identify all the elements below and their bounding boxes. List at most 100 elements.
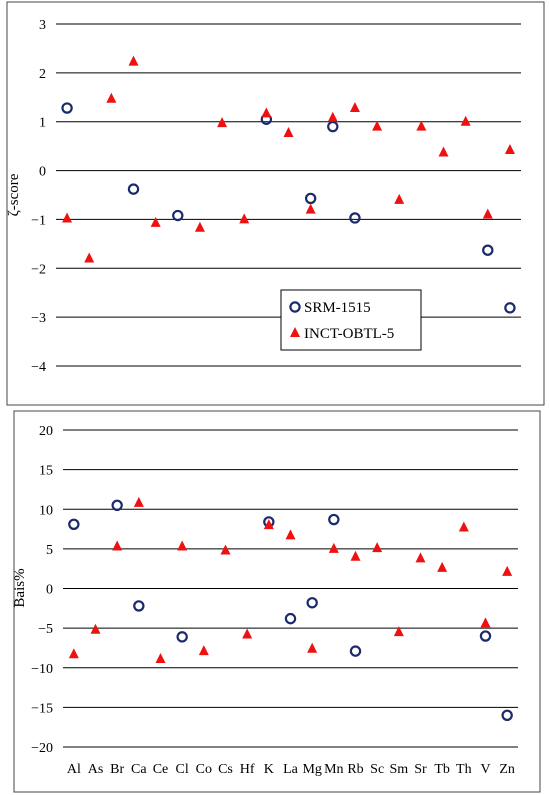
inct-obtl-5-point (112, 540, 123, 551)
x-tick-label: As (88, 762, 104, 777)
chart-panel-2: 20 15 10 5 0 −5 −10 −15 −20 Bais% Al As Br Ca Ce Cl Co Cs… (12, 410, 541, 793)
inct-obtl-5-point (242, 628, 253, 639)
y-tick-label: −15 (31, 701, 53, 716)
x-tick-label: Sr (414, 762, 427, 777)
chart-frame (13, 410, 541, 793)
srm-1515-point (328, 513, 340, 526)
inct-obtl-5-point (263, 519, 274, 530)
srm-1515-point (176, 631, 188, 643)
inct-obtl-5-point (177, 540, 188, 551)
chart-frame (6, 1, 545, 406)
x-tick-label: Cs (218, 762, 233, 777)
legend-label: INCT-OBTL-5 (304, 326, 394, 342)
inct-obtl-5-point (327, 111, 338, 122)
inct-obtl-5-point (305, 203, 316, 214)
x-tick-label: Sm (389, 762, 408, 777)
srm-1515-point (304, 192, 317, 205)
srm-1515-point (479, 630, 492, 642)
inct-obtl-5-point (482, 208, 493, 219)
inct-obtl-5-point (328, 542, 339, 553)
y-tick-label: 2 (39, 67, 46, 82)
y-tick-label: −4 (31, 360, 46, 375)
srm-1515-point (349, 212, 361, 224)
inct-obtl-5-point (350, 550, 361, 561)
inct-obtl-5-point (198, 645, 209, 656)
srm-1515-point (127, 183, 140, 195)
inct-obtl-5-point (285, 529, 296, 540)
y-tick-label: −1 (31, 213, 46, 228)
inct-obtl-5-point (220, 544, 231, 555)
inct-obtl-5-point (133, 496, 144, 507)
x-tick-label: Sc (370, 762, 384, 777)
x-tick-label: Zn (499, 762, 515, 777)
inct-obtl-5-point (460, 115, 471, 126)
y-axis-title: ζ-score (6, 173, 22, 216)
x-tick-label: Tb (434, 762, 450, 777)
y-tick-label: 10 (39, 503, 53, 518)
x-tick-label: Ce (153, 762, 169, 777)
inct-obtl-5-point (502, 565, 513, 576)
inct-obtl-5-point (416, 120, 427, 131)
inct-obtl-5-point (261, 107, 272, 118)
inct-obtl-5-point (437, 561, 448, 572)
inct-obtl-5-point (393, 626, 404, 637)
y-tick-label: −2 (31, 262, 46, 277)
inct-obtl-5-point (504, 144, 515, 155)
inct-obtl-5-point (84, 252, 95, 263)
x-tick-label: Cl (176, 762, 189, 777)
y-tick-label: 20 (39, 424, 53, 439)
chart-panel-1: 3 2 1 0 −1 −2 −3 −4 ζ-score SRM-1515 INCT-OBTL-5 (6, 1, 545, 406)
srm-1515-point (68, 518, 80, 531)
srm-1515-point (306, 597, 318, 609)
inct-obtl-5-point (372, 120, 383, 131)
inct-obtl-5-point (438, 146, 449, 157)
legend-label: SRM-1515 (304, 300, 371, 316)
y-tick-label: −3 (31, 311, 46, 326)
legend-marker-inct-obtl-5 (290, 327, 300, 337)
y-tick-label: 0 (39, 165, 46, 180)
inct-obtl-5-point (283, 126, 294, 137)
inct-obtl-5-point (90, 623, 101, 634)
inct-obtl-5-point (217, 117, 228, 128)
srm-1515-point (349, 645, 362, 657)
x-tick-label: Ca (131, 762, 147, 777)
srm-1515-point (501, 709, 513, 722)
inct-obtl-5-point (394, 193, 405, 204)
y-tick-label: 15 (39, 464, 53, 479)
inct-obtl-5-point (349, 102, 360, 113)
x-tick-label: Al (67, 762, 81, 777)
inct-obtl-5-point (150, 216, 161, 227)
srm-1515-point (284, 612, 297, 625)
inct-obtl-5-point (128, 55, 139, 66)
x-tick-label: K (264, 762, 274, 777)
y-tick-label: 1 (39, 116, 46, 131)
y-tick-label: 5 (46, 543, 53, 558)
inct-obtl-5-point (239, 213, 250, 224)
x-tick-label: V (480, 762, 490, 777)
y-tick-label: 0 (46, 583, 53, 598)
x-tick-label: Co (196, 762, 212, 777)
x-tick-label: La (283, 762, 299, 777)
inct-obtl-5-point (415, 552, 426, 563)
legend-box (280, 289, 422, 351)
inct-obtl-5-point (307, 642, 318, 653)
legend-marker-srm-1515 (289, 301, 301, 313)
srm-1515-point (327, 120, 339, 133)
inct-obtl-5-point (480, 617, 491, 628)
x-tick-label: Th (456, 762, 472, 777)
inct-obtl-5-point (62, 212, 73, 223)
inct-obtl-5-point (372, 542, 383, 553)
y-tick-label: −20 (31, 741, 53, 756)
x-tick-label: Mg (302, 762, 321, 777)
x-tick-label: Rb (347, 762, 363, 777)
inct-obtl-5-point (458, 521, 469, 532)
y-axis-title: Bais% (12, 568, 28, 607)
inct-obtl-5-point (194, 221, 205, 232)
legend: SRM-1515 INCT-OBTL-5 (280, 289, 422, 351)
y-tick-label: −10 (31, 662, 53, 677)
inct-obtl-5-point (155, 653, 166, 664)
srm-1515-point (133, 600, 145, 612)
srm-1515-point (172, 209, 184, 222)
inct-obtl-5-point (106, 92, 117, 103)
